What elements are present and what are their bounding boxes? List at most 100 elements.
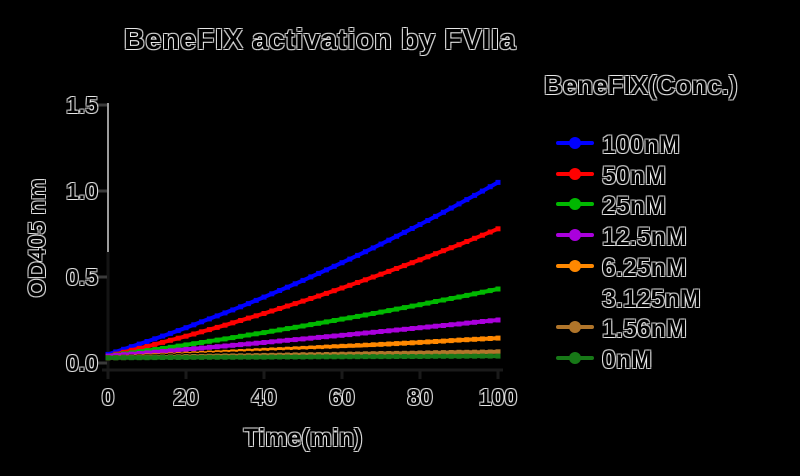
series-marker-25nM: [347, 315, 353, 321]
series-marker-0nM: [144, 355, 150, 361]
series-marker-25nM: [487, 288, 493, 294]
series-marker-6.25nM: [425, 339, 431, 345]
series-marker-1.56nM: [479, 349, 485, 355]
legend-item: 6.25nM: [544, 254, 784, 282]
series-marker-25nM: [238, 333, 244, 339]
series-marker-50nM: [370, 274, 376, 280]
series-marker-0nM: [128, 355, 134, 361]
series-marker-3.125nM: [370, 347, 376, 353]
series-marker-100nM: [284, 284, 290, 290]
series-marker-0nM: [269, 354, 275, 360]
series-marker-0nM: [386, 354, 392, 360]
legend-marker-dot: [569, 167, 581, 180]
series-marker-50nM: [206, 327, 212, 333]
series-marker-12.5nM: [362, 330, 368, 336]
series-marker-0nM: [479, 353, 485, 359]
series-marker-100nM: [261, 294, 267, 300]
x-tick-label: 20: [173, 384, 199, 410]
series-marker-25nM: [433, 299, 439, 304]
series-marker-0nM: [152, 355, 158, 361]
series-marker-25nM: [362, 312, 368, 318]
series-marker-12.5nM: [479, 319, 485, 324]
series-marker-50nM: [331, 288, 337, 294]
series-marker-12.5nM: [433, 323, 439, 329]
series-marker-1.56nM: [362, 351, 368, 357]
series-marker-0nM: [136, 355, 142, 361]
series-marker-0nM: [253, 354, 259, 360]
series-marker-6.25nM: [277, 347, 283, 353]
series-marker-12.5nM: [191, 346, 197, 352]
series-marker-100nM: [425, 218, 431, 223]
series-marker-50nM: [433, 251, 439, 257]
series-marker-100nM: [175, 328, 181, 334]
legend-marker-dot: [569, 229, 581, 242]
series-marker-0nM: [495, 353, 501, 359]
series-marker-1.56nM: [409, 350, 415, 356]
series-marker-25nM: [456, 294, 462, 300]
series-marker-25nM: [448, 296, 454, 301]
series-marker-1.56nM: [355, 351, 361, 357]
series-marker-3.125nM: [425, 345, 431, 351]
series-marker-50nM: [167, 337, 173, 343]
series-marker-50nM: [362, 277, 368, 283]
series-marker-6.25nM: [464, 337, 470, 343]
series-marker-0nM: [472, 353, 478, 359]
series-marker-12.5nM: [261, 340, 267, 345]
series-marker-12.5nM: [409, 326, 415, 331]
series-marker-25nM: [167, 344, 173, 350]
series-marker-6.25nM: [261, 347, 267, 353]
series-marker-100nM: [370, 245, 376, 251]
series-marker-6.25nM: [300, 345, 306, 351]
series-marker-50nM: [448, 245, 454, 251]
series-marker-50nM: [199, 329, 205, 335]
series-marker-50nM: [401, 263, 407, 269]
series-marker-3.125nM: [401, 346, 407, 352]
series-marker-12.5nM: [472, 319, 478, 325]
series-marker-12.5nM: [167, 348, 173, 354]
series-marker-3.125nM: [284, 349, 290, 355]
series-marker-100nM: [495, 179, 501, 185]
series-marker-100nM: [183, 325, 189, 331]
series-marker-3.125nM: [292, 349, 298, 355]
series-marker-50nM: [440, 248, 446, 254]
series-marker-0nM: [456, 353, 462, 359]
series-marker-0nM: [245, 354, 251, 360]
series-marker-0nM: [113, 355, 119, 361]
legend-label: 50nM: [602, 161, 666, 190]
series-marker-0nM: [175, 355, 181, 360]
series-marker-3.125nM: [487, 343, 493, 349]
series-marker-6.25nM: [440, 338, 446, 344]
series-marker-50nM: [191, 331, 197, 337]
series-marker-100nM: [394, 233, 400, 239]
series-marker-0nM: [378, 354, 384, 360]
series-marker-6.25nM: [347, 343, 353, 349]
series-marker-100nM: [323, 267, 329, 273]
legend-marker-dot: [569, 351, 581, 364]
series-marker-0nM: [425, 353, 431, 359]
series-marker-0nM: [199, 354, 205, 360]
series-marker-12.5nM: [230, 342, 236, 348]
chart-title: BeneFIX activation by FVIIa: [123, 24, 517, 56]
series-marker-3.125nM: [433, 345, 439, 351]
series-marker-3.125nM: [386, 346, 392, 352]
series-marker-3.125nM: [472, 344, 478, 349]
series-marker-12.5nM: [417, 325, 423, 331]
series-marker-12.5nM: [144, 350, 150, 356]
series-marker-100nM: [136, 341, 142, 347]
series-marker-6.25nM: [417, 339, 423, 345]
series-marker-25nM: [308, 322, 314, 328]
series-marker-6.25nM: [355, 343, 361, 349]
series-marker-25nM: [495, 286, 501, 292]
series-marker-50nM: [386, 268, 392, 274]
series-marker-100nM: [160, 333, 166, 339]
series-marker-100nM: [386, 237, 392, 243]
series-marker-50nM: [175, 335, 181, 341]
series-marker-50nM: [355, 280, 361, 285]
series-marker-50nM: [300, 298, 306, 304]
series-marker-0nM: [105, 355, 111, 361]
series-marker-3.125nM: [269, 350, 275, 356]
legend-label: 1.56nM: [602, 315, 687, 344]
series-marker-12.5nM: [394, 327, 400, 333]
series-marker-100nM: [456, 201, 462, 207]
